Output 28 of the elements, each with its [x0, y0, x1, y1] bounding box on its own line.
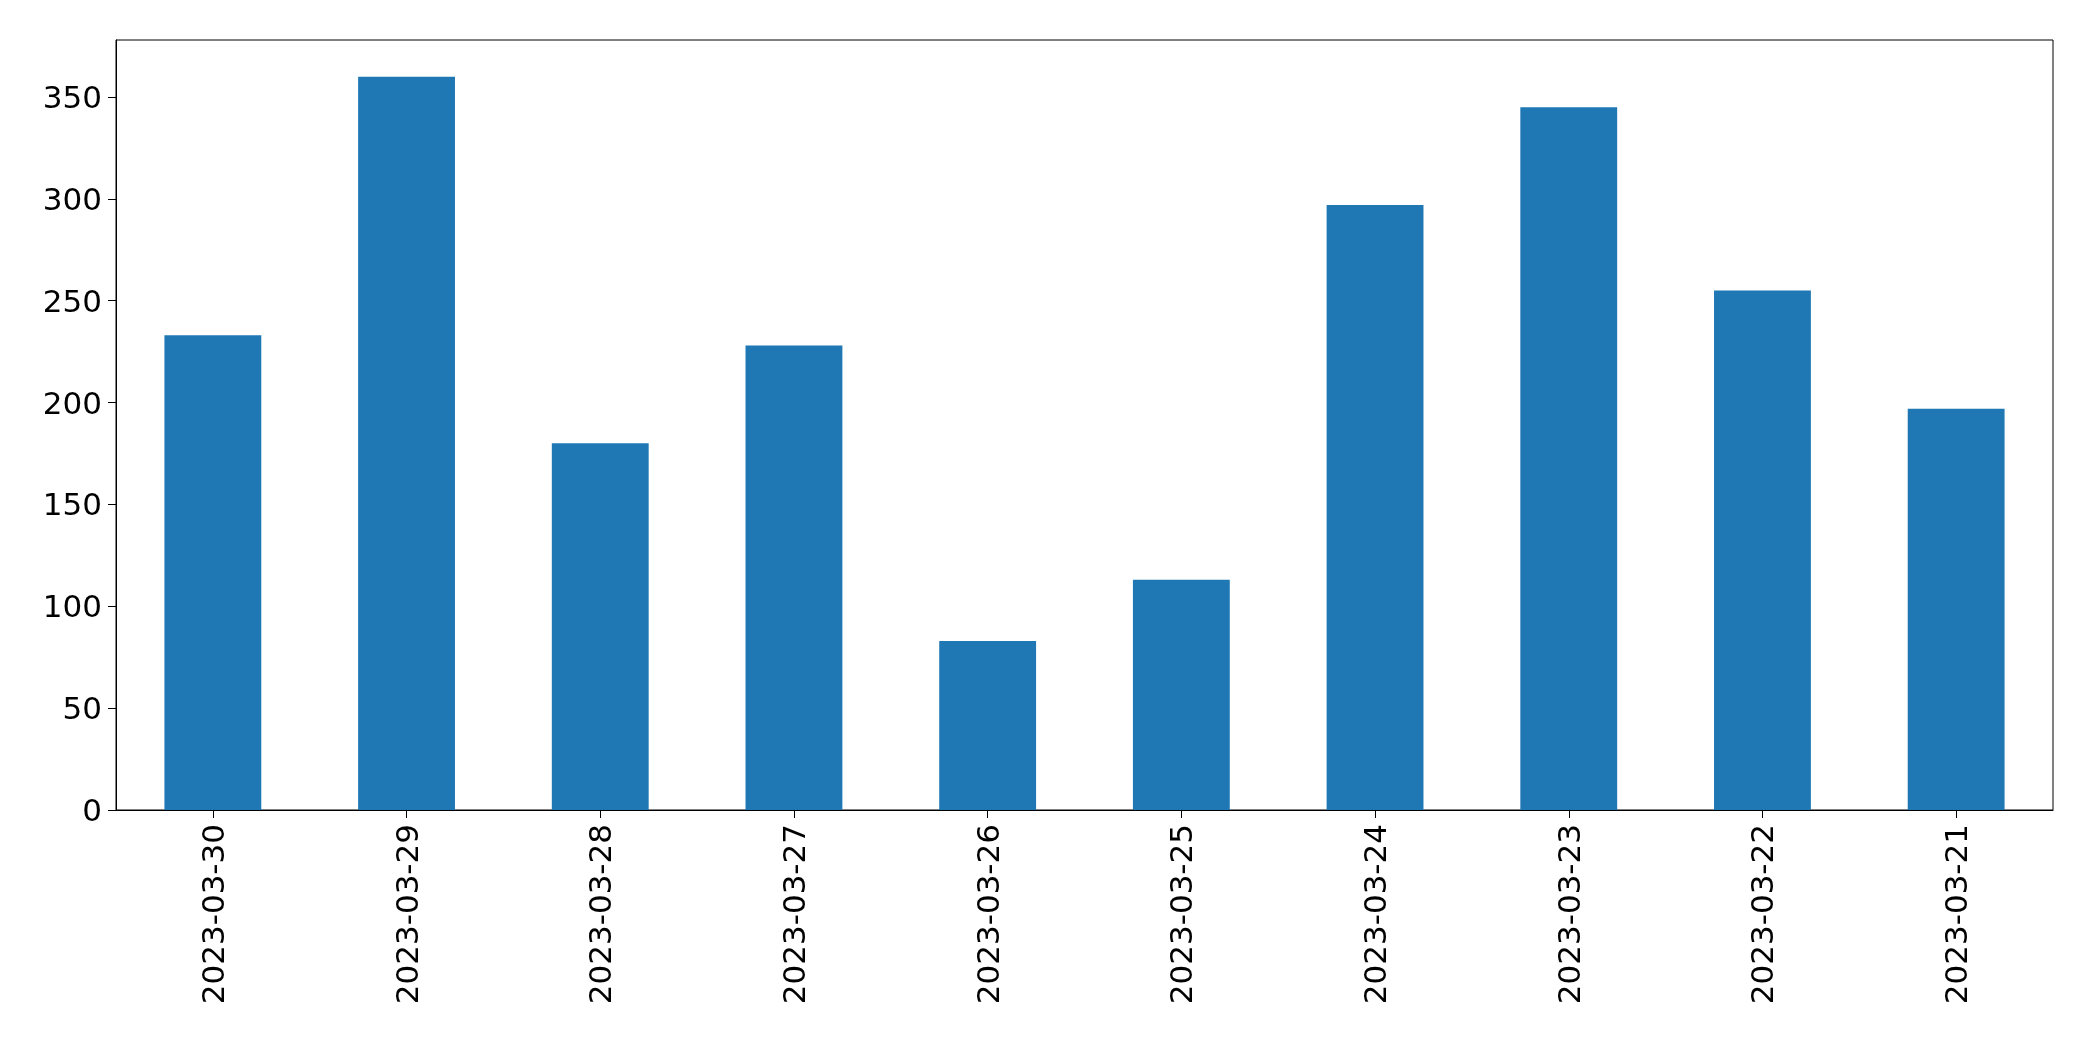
y-tick-label: 300: [42, 180, 102, 217]
y-tick-label: 350: [42, 79, 102, 116]
bar: [1520, 107, 1618, 810]
bar: [745, 345, 843, 810]
bar: [939, 640, 1037, 810]
y-tick-label: 50: [62, 690, 102, 727]
x-tick-label: 2023-03-24: [1357, 824, 1394, 1005]
x-tick-label: 2023-03-26: [969, 824, 1006, 1005]
bar: [1907, 408, 2005, 810]
x-tick-label: 2023-03-23: [1550, 824, 1587, 1005]
x-tick-label: 2023-03-27: [775, 824, 812, 1005]
x-tick-label: 2023-03-29: [388, 824, 425, 1005]
y-tick-label: 0: [82, 792, 102, 828]
y-tick-label: 200: [42, 384, 102, 421]
bar: [164, 335, 262, 810]
x-tick-label: 2023-03-30: [194, 824, 231, 1005]
y-tick-label: 100: [42, 588, 102, 625]
bar: [1714, 290, 1811, 810]
x-tick-label: 2023-03-22: [1744, 824, 1781, 1005]
x-tick-label: 2023-03-21: [1938, 824, 1975, 1005]
x-tick-label: 2023-03-28: [582, 824, 619, 1005]
y-tick-label: 150: [42, 486, 102, 523]
bar: [358, 76, 455, 810]
bar: [1132, 579, 1230, 810]
y-tick-label: 250: [42, 282, 102, 319]
bar: [1326, 205, 1424, 810]
x-tick-label: 2023-03-25: [1163, 824, 1200, 1005]
bar: [551, 443, 649, 810]
